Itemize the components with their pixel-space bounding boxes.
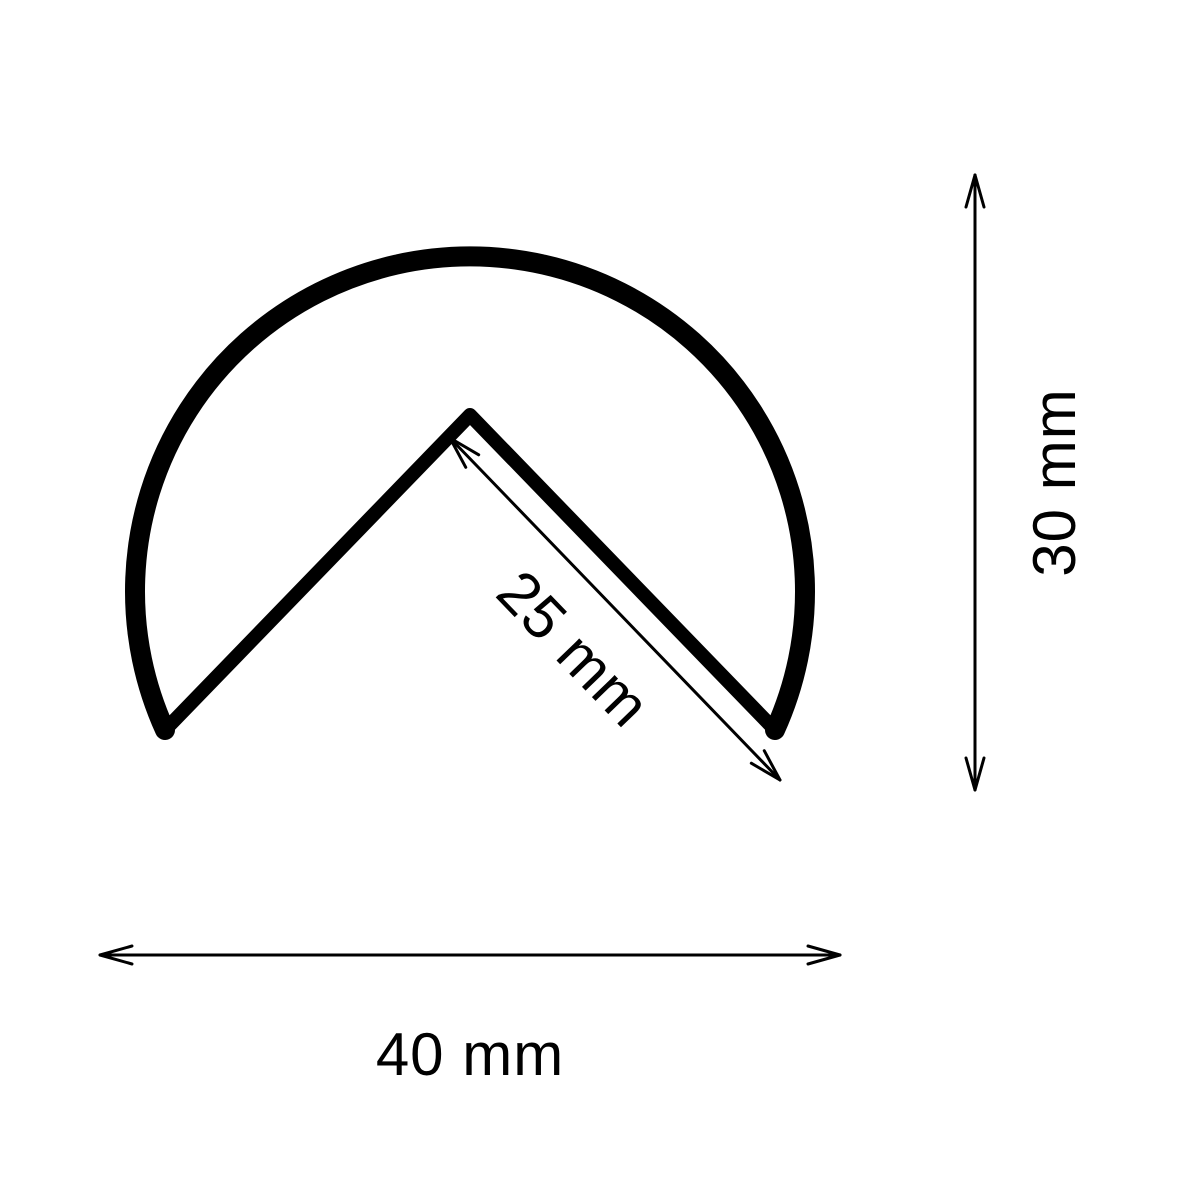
dimension-height: 30 mm bbox=[966, 175, 1088, 790]
dimension-height-label: 30 mm bbox=[1021, 388, 1088, 576]
dimension-width-label: 40 mm bbox=[376, 1021, 564, 1088]
profile-notch bbox=[165, 415, 775, 730]
dimension-width: 40 mm bbox=[100, 946, 840, 1088]
dimension-inner: 25 mm bbox=[450, 438, 780, 780]
